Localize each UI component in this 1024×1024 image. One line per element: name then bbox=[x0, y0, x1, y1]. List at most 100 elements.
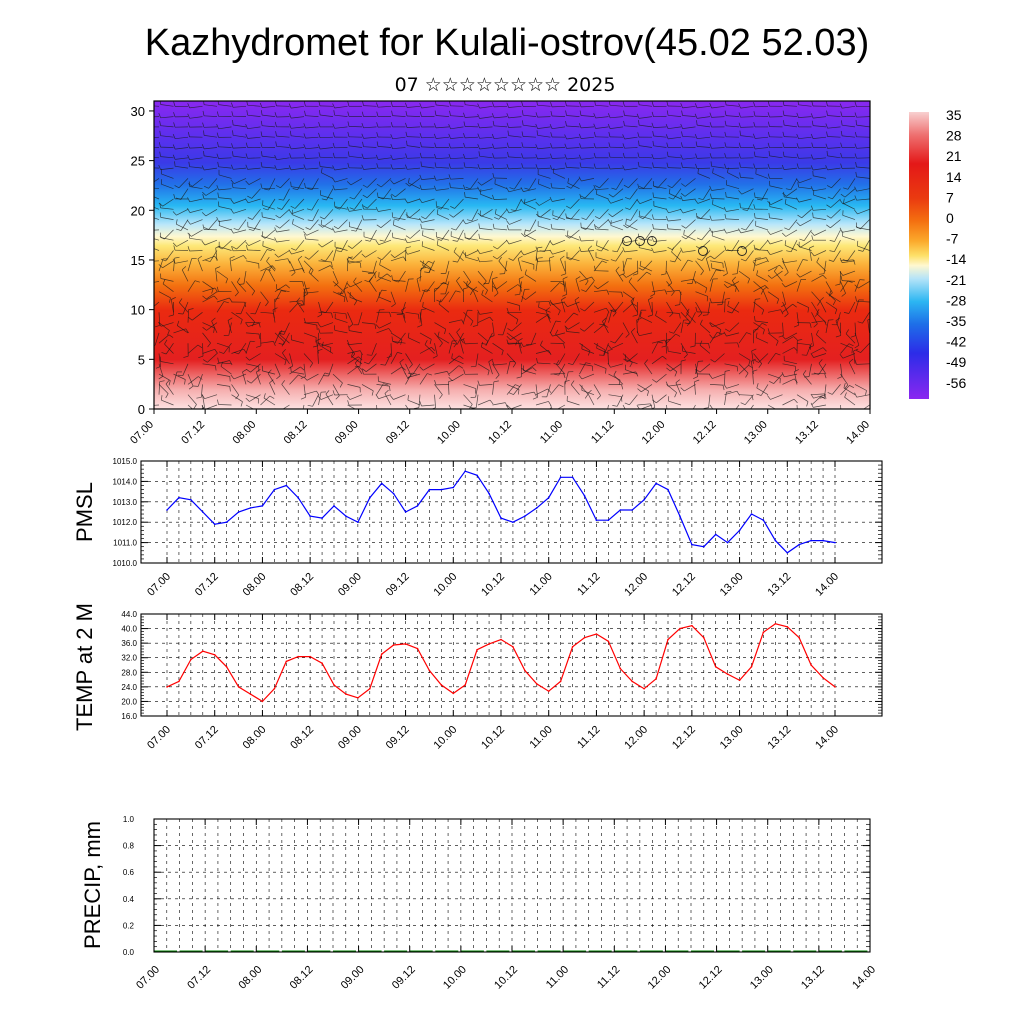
data-point bbox=[679, 627, 681, 630]
precip-bar bbox=[742, 950, 766, 952]
data-point bbox=[464, 684, 467, 686]
colorbar-label: -21 bbox=[946, 272, 966, 288]
data-point bbox=[547, 690, 550, 692]
x-tick-label: 11.12 bbox=[595, 964, 622, 991]
data-point bbox=[547, 496, 550, 499]
precip-bar bbox=[639, 950, 663, 952]
heatmap-y-tick-label: 15 bbox=[131, 253, 145, 268]
x-tick-label: 11.00 bbox=[527, 724, 554, 751]
heatmap-panel: 0 5 10 15 20 25 30 07.00 07.12 08.00 08.12 09.00 09… bbox=[128, 100, 872, 447]
y-tick-label: 0.0 bbox=[123, 948, 135, 957]
heatmap-x-tick-label: 09.12 bbox=[384, 419, 412, 447]
data-point bbox=[380, 653, 383, 655]
data-point bbox=[190, 499, 192, 501]
y-tick-label: 28.0 bbox=[121, 668, 137, 677]
temp-frame bbox=[140, 613, 883, 717]
y-tick-label: 16.0 bbox=[121, 712, 137, 721]
data-point bbox=[559, 680, 562, 683]
data-point bbox=[512, 646, 514, 648]
data-point bbox=[345, 693, 347, 695]
colorbar-label: -56 bbox=[946, 375, 966, 391]
precip-bar bbox=[818, 950, 842, 952]
data-point bbox=[738, 679, 741, 682]
data-point bbox=[774, 539, 777, 542]
y-tick-label: 1014.0 bbox=[113, 477, 138, 486]
x-tick-label: 08.12 bbox=[288, 964, 316, 992]
pmsl-axes: 1010.0 1011.0 1012.0 1013.0 1014.0 1015.0 07.0… bbox=[113, 457, 882, 599]
data-point bbox=[679, 515, 681, 517]
y-tick-label: 1.0 bbox=[123, 815, 135, 824]
y-tick-label: 1015.0 bbox=[113, 457, 138, 466]
data-point bbox=[667, 488, 669, 491]
colorbar-label: -7 bbox=[946, 231, 959, 247]
data-point bbox=[643, 499, 645, 501]
data-point bbox=[428, 488, 431, 491]
x-tick-label: 12.00 bbox=[622, 724, 650, 752]
data-point bbox=[476, 474, 478, 477]
data-point bbox=[607, 640, 610, 643]
data-point bbox=[691, 624, 693, 627]
x-tick-label: 08.00 bbox=[241, 724, 269, 752]
precip-bar bbox=[716, 950, 740, 952]
heatmap-x-tick-label: 12.00 bbox=[640, 419, 668, 447]
data-point bbox=[416, 647, 419, 650]
data-point bbox=[786, 552, 789, 554]
heatmap-y-tick-label: 25 bbox=[131, 154, 145, 169]
heatmap-y-tick-label: 0 bbox=[138, 402, 145, 417]
temp-grid bbox=[141, 613, 882, 717]
data-point bbox=[309, 655, 311, 658]
data-point bbox=[595, 633, 598, 635]
temp-ylabel: TEMP at 2 M bbox=[72, 603, 97, 731]
pmsl-panel: 1010.0 1011.0 1012.0 1013.0 1014.0 1015.0 07.0… bbox=[72, 457, 883, 599]
x-tick-label: 13.12 bbox=[765, 571, 793, 599]
y-tick-label: 0.4 bbox=[123, 895, 135, 904]
y-tick-label: 0.6 bbox=[123, 868, 135, 877]
data-point bbox=[786, 626, 789, 628]
x-tick-label: 14.00 bbox=[813, 724, 841, 752]
precip-bar bbox=[767, 950, 791, 952]
data-point bbox=[380, 482, 383, 485]
y-tick-label: 1011.0 bbox=[113, 539, 137, 548]
data-point bbox=[810, 539, 812, 542]
colorbar-ramp bbox=[909, 112, 929, 399]
data-point bbox=[488, 643, 490, 645]
data-point bbox=[703, 636, 705, 639]
pmsl-ylabel: PMSL bbox=[72, 482, 97, 542]
precip-panel: 0.0 0.2 0.4 0.6 0.8 1.0 07.00 07.12 08.00 08.12 09… bbox=[80, 815, 878, 992]
x-tick-label: 10.12 bbox=[479, 724, 507, 752]
heatmap-y-tick-label: 30 bbox=[131, 104, 145, 119]
data-point bbox=[571, 476, 574, 479]
x-tick-label: 09.12 bbox=[390, 964, 418, 992]
y-tick-label: 0.8 bbox=[123, 842, 135, 851]
precip-bar bbox=[358, 950, 382, 952]
precip-bar bbox=[333, 950, 356, 952]
precip-bars bbox=[154, 950, 868, 952]
data-point bbox=[607, 519, 610, 521]
x-tick-label: 11.12 bbox=[575, 724, 602, 751]
heatmap-y-axis: 0 5 10 15 20 25 30 bbox=[131, 104, 154, 417]
data-point bbox=[750, 513, 753, 515]
x-tick-label: 11.00 bbox=[544, 964, 571, 991]
data-point bbox=[273, 488, 276, 491]
data-point bbox=[452, 486, 455, 489]
x-tick-label: 10.00 bbox=[431, 571, 459, 599]
precip-bar bbox=[256, 950, 280, 952]
data-point bbox=[667, 638, 669, 641]
precip-bar bbox=[486, 950, 510, 952]
x-tick-label: 07.12 bbox=[193, 724, 221, 752]
data-point bbox=[595, 519, 598, 521]
heatmap-x-tick-label: 08.12 bbox=[282, 419, 310, 447]
data-point bbox=[202, 650, 204, 652]
data-point bbox=[500, 638, 502, 641]
data-point bbox=[774, 623, 777, 625]
y-tick-label: 40.0 bbox=[121, 625, 137, 634]
data-point bbox=[583, 636, 586, 639]
data-point bbox=[691, 543, 693, 546]
data-point bbox=[333, 684, 335, 686]
data-point bbox=[726, 673, 729, 675]
data-point bbox=[202, 511, 204, 513]
data-point bbox=[524, 515, 526, 517]
data-point bbox=[476, 648, 478, 651]
heatmap-y-tick-label: 5 bbox=[138, 352, 145, 367]
colorbar-label: 21 bbox=[946, 148, 962, 164]
